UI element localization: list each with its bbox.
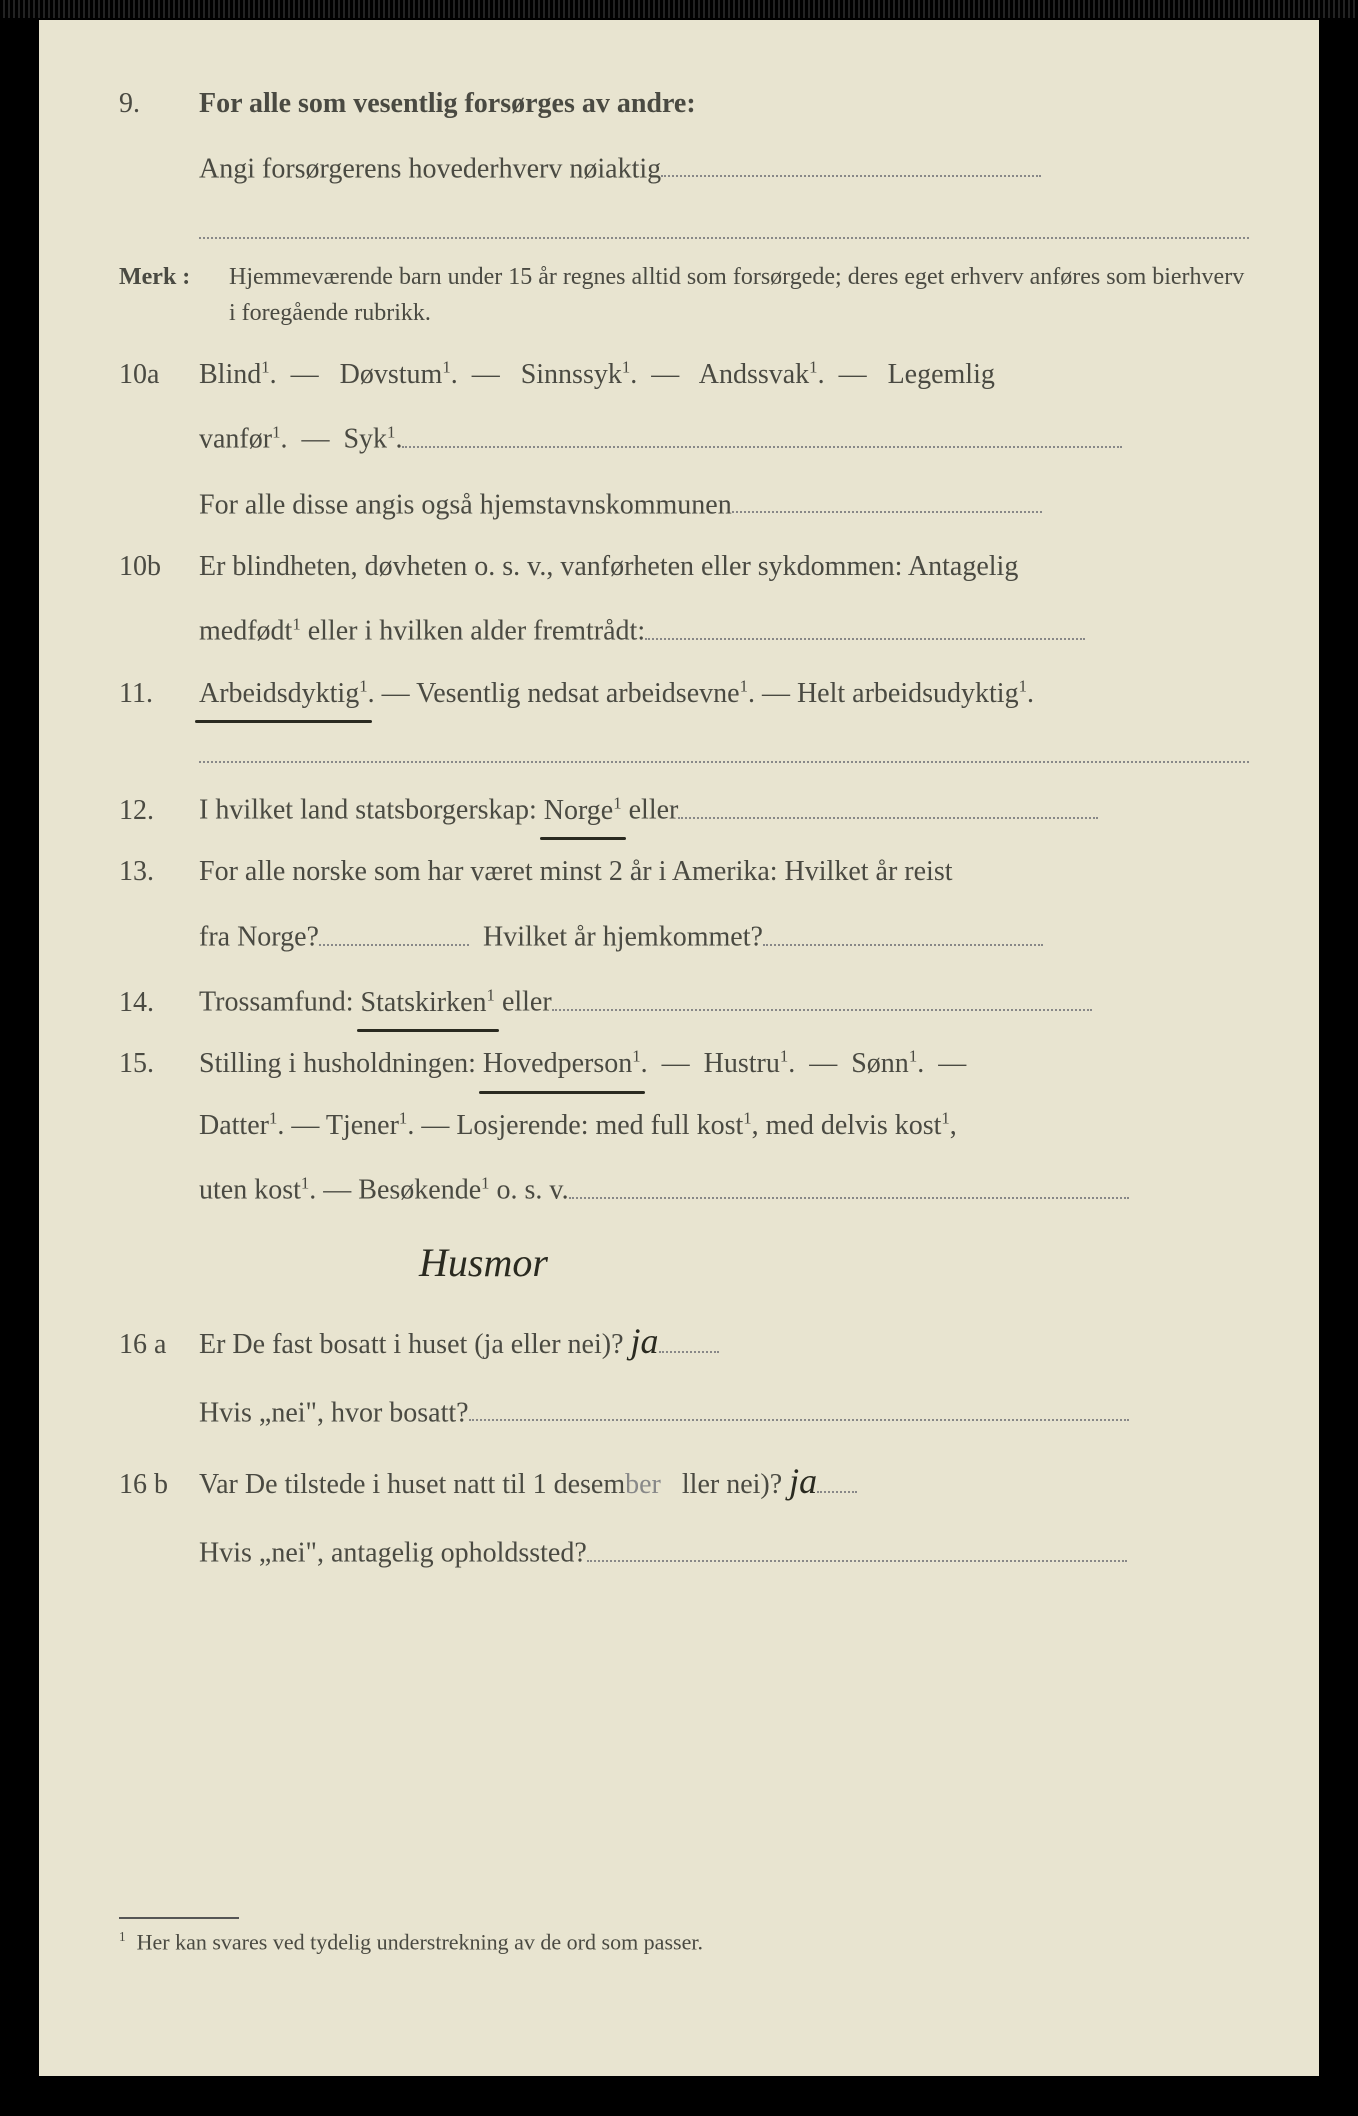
top-scan-artifact <box>0 0 1358 18</box>
q16a-line1: 16 a Er De fast bosatt i huset (ja eller… <box>119 1311 1249 1372</box>
q12-line: 12. I hvilket land statsborgerskap: Norg… <box>119 783 1249 834</box>
q11-blank[interactable] <box>199 731 1249 763</box>
q11-arbeidsdyktig-underlined: Arbeidsdyktig1 <box>199 670 368 718</box>
q9-heading: For alle som vesentlig forsørges av andr… <box>199 80 1249 128</box>
handwritten-extra-row: Husmor <box>119 1229 1249 1297</box>
q10a-line2: For alle disse angis også hjemstavnskomm… <box>119 478 1249 529</box>
q10a-blind: Blind <box>199 359 261 390</box>
q13-hjemkommet: Hvilket år hjemkommet? <box>483 922 763 953</box>
q9-blank-line2[interactable] <box>199 207 1249 239</box>
merk-text: Hjemmeværende barn under 15 år regnes al… <box>229 259 1249 331</box>
q13-num: 13. <box>119 848 199 896</box>
q10b-num: 10b <box>119 543 199 591</box>
q10a-line1: 10a Blind1. — Døvstum1. — Sinnssyk1. — A… <box>119 351 1249 399</box>
q10a-hjemstavn: For alle disse angis også hjemstavnskomm… <box>199 489 732 520</box>
q14-blank[interactable] <box>552 975 1092 1011</box>
q16b-line2: Hvis „nei", antagelig opholdssted? <box>119 1526 1249 1577</box>
q13-line1: 13. For alle norske som har været minst … <box>119 848 1249 896</box>
q16b-num: 16 b <box>119 1461 199 1509</box>
q15-blank[interactable] <box>569 1163 1129 1199</box>
q16b-question-post: ller nei)? <box>682 1469 782 1500</box>
q10a-sinn: Sinnssyk <box>521 359 622 390</box>
q10b-line1: 10b Er blindheten, døvheten o. s. v., va… <box>119 543 1249 591</box>
footnote-rule <box>119 1917 239 1919</box>
q11-line: 11. Arbeidsdyktig1. — Vesentlig nedsat a… <box>119 670 1249 718</box>
q9-line2: Angi forsørgerens hovederhverv nøiaktig <box>119 142 1249 193</box>
q10b-text1: Er blindheten, døvheten o. s. v., vanfør… <box>199 543 1249 591</box>
q15-num: 15. <box>119 1040 199 1088</box>
q16b-blank[interactable] <box>587 1526 1127 1562</box>
q14-line: 14. Trossamfund: Statskirken1 eller <box>119 975 1249 1026</box>
footnote: 1 Her kan svares ved tydelig understrekn… <box>119 1929 1249 1955</box>
q16a-num: 16 a <box>119 1321 199 1369</box>
q13-blank1[interactable] <box>319 910 469 946</box>
footnote-text: Her kan svares ved tydelig understreknin… <box>137 1930 703 1955</box>
q10b-line2: medfødt1 eller i hvilken alder fremtrådt… <box>119 604 1249 655</box>
q10a-num: 10a <box>119 351 199 399</box>
q10a-syk: Syk <box>343 424 387 455</box>
q16b-question-faded: ber <box>625 1469 668 1500</box>
q15-osv: o. s. v. <box>490 1175 569 1206</box>
q16a-answer: ja <box>631 1311 659 1372</box>
q16b-sub: Hvis „nei", antagelig opholdssted? <box>199 1538 587 1569</box>
q9-num: 9. <box>119 80 199 128</box>
q15-sonn: Sønn <box>851 1048 909 1079</box>
q15-tjener: Tjener <box>326 1110 399 1141</box>
q16b-question-pre: Var De tilstede i huset natt til 1 desem <box>199 1469 625 1500</box>
q12-prefix: I hvilket land statsborgerskap: <box>199 795 544 826</box>
q9-line1: 9. For alle som vesentlig forsørges av a… <box>119 80 1249 128</box>
q14-prefix: Trossamfund: <box>199 987 361 1018</box>
q13-text1: For alle norske som har været minst 2 år… <box>199 848 1249 896</box>
q15-line3: uten kost1. — Besøkende1 o. s. v. <box>119 1163 1249 1214</box>
q10a-vanfor: vanfør <box>199 424 272 455</box>
q11-udyktig: Helt arbeidsudyktig <box>797 678 1019 709</box>
q16b-answer: ja <box>789 1451 817 1512</box>
footnote-marker: 1 <box>119 1929 126 1944</box>
q9-blank[interactable] <box>661 142 1041 178</box>
q12-norge-underlined: Norge1 <box>544 787 622 835</box>
q15-datter: Datter <box>199 1110 269 1141</box>
q15-line2: Datter1. — Tjener1. — Losjerende: med fu… <box>119 1102 1249 1150</box>
q10a-ands: Andssvak <box>699 359 809 390</box>
q12-num: 12. <box>119 787 199 835</box>
q15-losj: Losjerende: med full kost <box>456 1110 743 1141</box>
q14-eller: eller <box>502 987 552 1018</box>
q10b-rest: eller i hvilken alder fremtrådt: <box>308 616 645 647</box>
q15-hustru: Hustru <box>704 1048 780 1079</box>
q16a-question: Er De fast bosatt i huset (ja eller nei)… <box>199 1329 624 1360</box>
q15-uten: uten kost <box>199 1175 301 1206</box>
q10a-blank1[interactable] <box>402 412 1122 448</box>
q16b-line1: 16 b Var De tilstede i huset natt til 1 … <box>119 1451 1249 1512</box>
q16a-blank[interactable] <box>469 1386 1129 1422</box>
q15-hovedperson-underlined: Hovedperson1 <box>483 1040 641 1088</box>
q15-prefix: Stilling i husholdningen: <box>199 1048 483 1079</box>
q15-besok: Besøkende <box>358 1175 481 1206</box>
q10a-blank2[interactable] <box>732 478 1042 514</box>
q15-delvis: , med delvis kost <box>752 1110 942 1141</box>
q10b-medfodt: medfødt <box>199 616 292 647</box>
q13-franorge: fra Norge? <box>199 922 319 953</box>
merk-note: Merk : Hjemmeværende barn under 15 år re… <box>119 259 1249 331</box>
q14-statskirken-underlined: Statskirken1 <box>361 979 495 1027</box>
q9-prompt: Angi forsørgerens hovederhverv nøiaktig <box>199 153 661 184</box>
q13-line2: fra Norge? Hvilket år hjemkommet? <box>119 910 1249 961</box>
q11-nedsat: Vesentlig nedsat arbeidsevne <box>416 678 739 709</box>
document-page: 9. For alle som vesentlig forsørges av a… <box>39 20 1319 2076</box>
q12-eller: eller <box>629 795 679 826</box>
q16a-line2: Hvis „nei", hvor bosatt? <box>119 1386 1249 1437</box>
q15-line1: 15. Stilling i husholdningen: Hovedperso… <box>119 1040 1249 1088</box>
handwritten-husmor: Husmor <box>419 1229 548 1297</box>
q10a-line1b: vanfør1. — Syk1. <box>119 412 1249 463</box>
q16a-sub: Hvis „nei", hvor bosatt? <box>199 1397 469 1428</box>
q10a-legem: Legemlig <box>888 359 995 390</box>
merk-label: Merk : <box>119 259 229 331</box>
q10a-deaf: Døvstum <box>340 359 443 390</box>
q14-num: 14. <box>119 979 199 1027</box>
q11-num: 11. <box>119 670 199 718</box>
q10b-blank[interactable] <box>645 604 1085 640</box>
q13-blank2[interactable] <box>763 910 1043 946</box>
q12-blank[interactable] <box>678 783 1098 819</box>
